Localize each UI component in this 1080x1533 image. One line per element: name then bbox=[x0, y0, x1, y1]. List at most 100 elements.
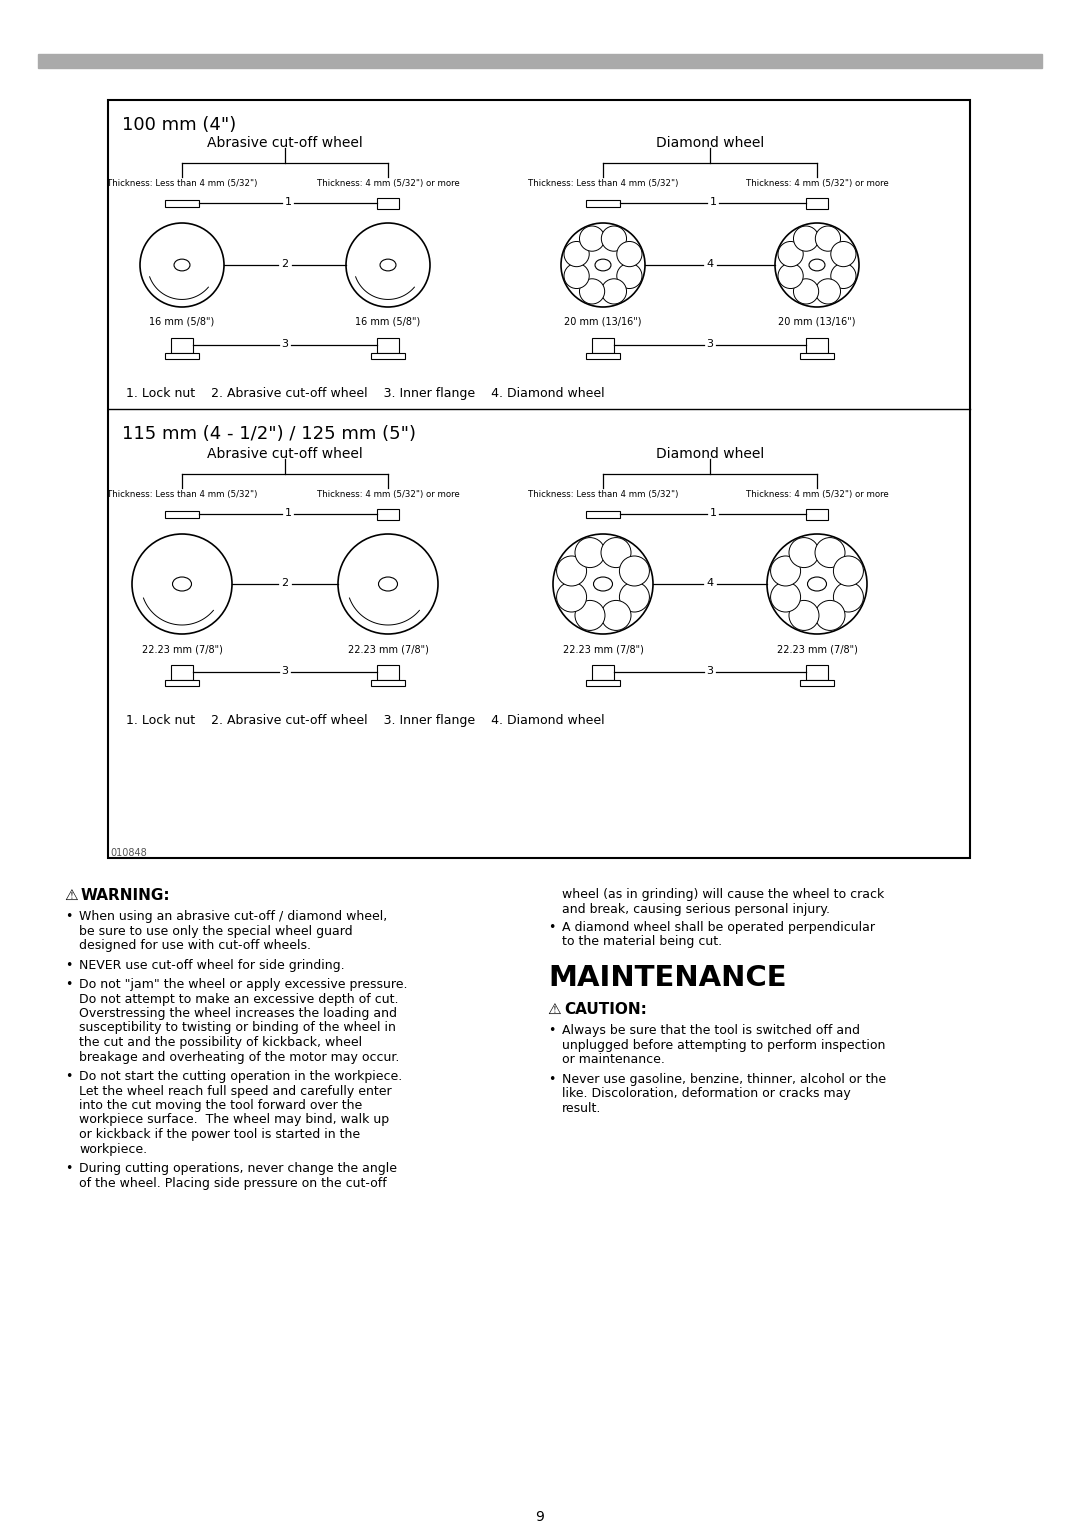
Circle shape bbox=[815, 279, 840, 304]
Text: •: • bbox=[65, 911, 72, 923]
Circle shape bbox=[575, 538, 605, 567]
Circle shape bbox=[620, 583, 649, 612]
Circle shape bbox=[602, 225, 626, 251]
Text: A diamond wheel shall be operated perpendicular: A diamond wheel shall be operated perpen… bbox=[562, 921, 875, 934]
Bar bbox=[592, 664, 615, 679]
Bar bbox=[372, 679, 405, 685]
Bar bbox=[806, 509, 828, 520]
Bar bbox=[165, 510, 199, 518]
Circle shape bbox=[775, 222, 859, 307]
Bar bbox=[108, 100, 970, 858]
Text: designed for use with cut-off wheels.: designed for use with cut-off wheels. bbox=[79, 940, 311, 952]
Bar bbox=[806, 337, 828, 353]
Text: or kickback if the power tool is started in the: or kickback if the power tool is started… bbox=[79, 1128, 360, 1141]
Circle shape bbox=[620, 556, 649, 586]
Text: 22.23 mm (7/8"): 22.23 mm (7/8") bbox=[563, 644, 644, 655]
Bar bbox=[586, 510, 620, 518]
Circle shape bbox=[771, 556, 800, 586]
Text: Thickness: Less than 4 mm (5/32"): Thickness: Less than 4 mm (5/32") bbox=[528, 179, 678, 189]
Ellipse shape bbox=[378, 576, 397, 592]
Text: Diamond wheel: Diamond wheel bbox=[656, 136, 765, 150]
Circle shape bbox=[556, 556, 586, 586]
Bar bbox=[165, 353, 199, 359]
Text: be sure to use only the special wheel guard: be sure to use only the special wheel gu… bbox=[79, 924, 353, 938]
Circle shape bbox=[831, 242, 856, 267]
Text: Thickness: 4 mm (5/32") or more: Thickness: 4 mm (5/32") or more bbox=[316, 491, 459, 500]
Bar bbox=[586, 199, 620, 207]
Circle shape bbox=[556, 583, 586, 612]
Text: wheel (as in grinding) will cause the wheel to crack: wheel (as in grinding) will cause the wh… bbox=[562, 888, 885, 901]
Text: 16 mm (5/8"): 16 mm (5/8") bbox=[355, 317, 420, 327]
Circle shape bbox=[575, 601, 605, 630]
Bar bbox=[377, 198, 399, 208]
Text: 1. Lock nut    2. Abrasive cut-off wheel    3. Inner flange    4. Diamond wheel: 1. Lock nut 2. Abrasive cut-off wheel 3.… bbox=[126, 714, 605, 727]
Circle shape bbox=[778, 264, 804, 288]
Circle shape bbox=[794, 225, 819, 251]
Text: 9: 9 bbox=[536, 1510, 544, 1524]
Text: 1: 1 bbox=[710, 198, 716, 207]
Text: 22.23 mm (7/8"): 22.23 mm (7/8") bbox=[141, 644, 222, 655]
Circle shape bbox=[553, 533, 653, 635]
Ellipse shape bbox=[595, 259, 611, 271]
Text: breakage and overheating of the motor may occur.: breakage and overheating of the motor ma… bbox=[79, 1050, 400, 1064]
Circle shape bbox=[815, 538, 845, 567]
Text: 1: 1 bbox=[710, 507, 716, 518]
Text: Thickness: 4 mm (5/32") or more: Thickness: 4 mm (5/32") or more bbox=[316, 179, 459, 189]
Circle shape bbox=[815, 225, 840, 251]
Bar bbox=[806, 664, 828, 679]
Bar bbox=[800, 353, 834, 359]
Circle shape bbox=[617, 242, 642, 267]
Text: During cutting operations, never change the angle: During cutting operations, never change … bbox=[79, 1162, 397, 1174]
Circle shape bbox=[600, 538, 631, 567]
Text: Always be sure that the tool is switched off and: Always be sure that the tool is switched… bbox=[562, 1024, 860, 1036]
Text: 3: 3 bbox=[706, 339, 714, 350]
Bar bbox=[377, 337, 399, 353]
Text: •: • bbox=[65, 1162, 72, 1174]
Text: •: • bbox=[65, 1070, 72, 1082]
Circle shape bbox=[794, 279, 819, 304]
Circle shape bbox=[140, 222, 224, 307]
Circle shape bbox=[834, 556, 863, 586]
Circle shape bbox=[132, 533, 232, 635]
Text: Never use gasoline, benzine, thinner, alcohol or the: Never use gasoline, benzine, thinner, al… bbox=[562, 1073, 886, 1085]
Text: Overstressing the wheel increases the loading and: Overstressing the wheel increases the lo… bbox=[79, 1007, 397, 1019]
Circle shape bbox=[834, 583, 863, 612]
Circle shape bbox=[789, 601, 819, 630]
Text: 1. Lock nut    2. Abrasive cut-off wheel    3. Inner flange    4. Diamond wheel: 1. Lock nut 2. Abrasive cut-off wheel 3.… bbox=[126, 386, 605, 400]
Text: 115 mm (4 - 1/2") / 125 mm (5"): 115 mm (4 - 1/2") / 125 mm (5") bbox=[122, 425, 416, 443]
Text: •: • bbox=[548, 1073, 555, 1085]
Text: MAINTENANCE: MAINTENANCE bbox=[548, 964, 786, 992]
Bar bbox=[377, 509, 399, 520]
Text: When using an abrasive cut-off / diamond wheel,: When using an abrasive cut-off / diamond… bbox=[79, 911, 388, 923]
Ellipse shape bbox=[808, 576, 826, 592]
Text: 20 mm (13/16"): 20 mm (13/16") bbox=[564, 317, 642, 327]
Bar bbox=[806, 198, 828, 208]
Circle shape bbox=[580, 279, 605, 304]
Text: or maintenance.: or maintenance. bbox=[562, 1053, 665, 1065]
Text: ⚠: ⚠ bbox=[64, 888, 78, 903]
Text: •: • bbox=[548, 1024, 555, 1036]
Text: Thickness: Less than 4 mm (5/32"): Thickness: Less than 4 mm (5/32") bbox=[107, 491, 257, 500]
Text: Thickness: 4 mm (5/32") or more: Thickness: 4 mm (5/32") or more bbox=[745, 179, 889, 189]
Circle shape bbox=[617, 264, 642, 288]
Ellipse shape bbox=[809, 259, 825, 271]
Text: 16 mm (5/8"): 16 mm (5/8") bbox=[149, 317, 215, 327]
Text: workpiece.: workpiece. bbox=[79, 1142, 147, 1156]
Text: unplugged before attempting to perform inspection: unplugged before attempting to perform i… bbox=[562, 1038, 886, 1052]
Ellipse shape bbox=[174, 259, 190, 271]
Ellipse shape bbox=[173, 576, 191, 592]
Circle shape bbox=[346, 222, 430, 307]
Text: Do not start the cutting operation in the workpiece.: Do not start the cutting operation in th… bbox=[79, 1070, 402, 1082]
Text: 1: 1 bbox=[284, 507, 292, 518]
Bar bbox=[171, 664, 193, 679]
Text: Do not "jam" the wheel or apply excessive pressure.: Do not "jam" the wheel or apply excessiv… bbox=[79, 978, 407, 990]
Text: 4: 4 bbox=[706, 578, 714, 589]
Text: 100 mm (4"): 100 mm (4") bbox=[122, 117, 237, 133]
Text: 2: 2 bbox=[282, 578, 288, 589]
Text: 1: 1 bbox=[284, 198, 292, 207]
Bar bbox=[800, 679, 834, 685]
Text: NEVER use cut-off wheel for side grinding.: NEVER use cut-off wheel for side grindin… bbox=[79, 958, 345, 972]
Text: 2: 2 bbox=[282, 259, 288, 268]
Bar bbox=[372, 353, 405, 359]
Text: susceptibility to twisting or binding of the wheel in: susceptibility to twisting or binding of… bbox=[79, 1021, 396, 1035]
